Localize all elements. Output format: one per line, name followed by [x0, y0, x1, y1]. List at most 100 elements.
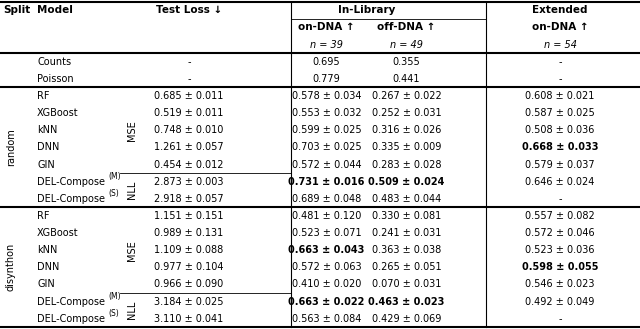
Text: DEL-Compose: DEL-Compose	[37, 314, 105, 324]
Text: 0.454 ± 0.012: 0.454 ± 0.012	[154, 160, 223, 169]
Text: In-Library: In-Library	[338, 5, 395, 15]
Text: -: -	[187, 57, 191, 67]
Text: Counts: Counts	[37, 57, 71, 67]
Text: 0.335 ± 0.009: 0.335 ± 0.009	[372, 142, 441, 152]
Text: MSE: MSE	[127, 240, 138, 261]
Text: 0.695: 0.695	[312, 57, 340, 67]
Text: 0.779: 0.779	[312, 74, 340, 84]
Text: DEL-Compose: DEL-Compose	[37, 297, 105, 307]
Text: NLL: NLL	[127, 181, 138, 199]
Text: 0.441: 0.441	[393, 74, 420, 84]
Text: 0.689 ± 0.048: 0.689 ± 0.048	[292, 194, 361, 204]
Text: 0.546 ± 0.023: 0.546 ± 0.023	[525, 280, 595, 290]
Text: (M): (M)	[109, 292, 122, 301]
Text: 0.241 ± 0.031: 0.241 ± 0.031	[372, 228, 441, 238]
Text: 0.646 ± 0.024: 0.646 ± 0.024	[525, 177, 595, 187]
Text: 0.267 ± 0.022: 0.267 ± 0.022	[372, 91, 441, 101]
Text: Extended: Extended	[532, 5, 588, 15]
Text: 0.410 ± 0.020: 0.410 ± 0.020	[292, 280, 361, 290]
Text: 0.563 ± 0.084: 0.563 ± 0.084	[292, 314, 361, 324]
Text: 0.463 ± 0.023: 0.463 ± 0.023	[368, 297, 445, 307]
Text: off-DNA ↑: off-DNA ↑	[377, 22, 436, 32]
Text: n = 54: n = 54	[543, 39, 577, 49]
Text: 0.599 ± 0.025: 0.599 ± 0.025	[292, 125, 361, 135]
Text: 0.557 ± 0.082: 0.557 ± 0.082	[525, 211, 595, 221]
Text: 0.508 ± 0.036: 0.508 ± 0.036	[525, 125, 595, 135]
Text: 0.663 ± 0.043: 0.663 ± 0.043	[288, 245, 365, 255]
Text: 0.685 ± 0.011: 0.685 ± 0.011	[154, 91, 223, 101]
Text: 0.355: 0.355	[392, 57, 420, 67]
Text: n = 39: n = 39	[310, 39, 343, 49]
Text: 0.703 ± 0.025: 0.703 ± 0.025	[292, 142, 361, 152]
Text: random: random	[6, 129, 16, 166]
Text: kNN: kNN	[37, 125, 58, 135]
Text: on-DNA ↑: on-DNA ↑	[298, 22, 355, 32]
Text: 0.483 ± 0.044: 0.483 ± 0.044	[372, 194, 441, 204]
Text: disynthon: disynthon	[6, 243, 16, 291]
Text: 0.330 ± 0.081: 0.330 ± 0.081	[372, 211, 441, 221]
Text: 0.579 ± 0.037: 0.579 ± 0.037	[525, 160, 595, 169]
Text: DNN: DNN	[37, 142, 60, 152]
Text: 0.523 ± 0.071: 0.523 ± 0.071	[292, 228, 361, 238]
Text: 0.252 ± 0.031: 0.252 ± 0.031	[372, 108, 441, 118]
Text: 3.110 ± 0.041: 3.110 ± 0.041	[154, 314, 223, 324]
Text: DNN: DNN	[37, 262, 60, 272]
Text: -: -	[558, 314, 562, 324]
Text: 0.070 ± 0.031: 0.070 ± 0.031	[372, 280, 441, 290]
Text: XGBoost: XGBoost	[37, 228, 79, 238]
Text: 0.572 ± 0.046: 0.572 ± 0.046	[525, 228, 595, 238]
Text: 0.363 ± 0.038: 0.363 ± 0.038	[372, 245, 441, 255]
Text: DEL-Compose: DEL-Compose	[37, 194, 105, 204]
Text: (M): (M)	[109, 172, 122, 181]
Text: RF: RF	[37, 211, 50, 221]
Text: 0.608 ± 0.021: 0.608 ± 0.021	[525, 91, 595, 101]
Text: 0.572 ± 0.063: 0.572 ± 0.063	[292, 262, 361, 272]
Text: 0.663 ± 0.022: 0.663 ± 0.022	[288, 297, 365, 307]
Text: 0.283 ± 0.028: 0.283 ± 0.028	[372, 160, 441, 169]
Text: kNN: kNN	[37, 245, 58, 255]
Text: 0.977 ± 0.104: 0.977 ± 0.104	[154, 262, 223, 272]
Text: 0.966 ± 0.090: 0.966 ± 0.090	[154, 280, 223, 290]
Text: 3.184 ± 0.025: 3.184 ± 0.025	[154, 297, 223, 307]
Text: 0.668 ± 0.033: 0.668 ± 0.033	[522, 142, 598, 152]
Text: 0.519 ± 0.011: 0.519 ± 0.011	[154, 108, 223, 118]
Text: XGBoost: XGBoost	[37, 108, 79, 118]
Text: 2.918 ± 0.057: 2.918 ± 0.057	[154, 194, 223, 204]
Text: (S): (S)	[109, 190, 120, 198]
Text: -: -	[187, 74, 191, 84]
Text: -: -	[558, 57, 562, 67]
Text: 0.553 ± 0.032: 0.553 ± 0.032	[292, 108, 361, 118]
Text: MSE: MSE	[127, 120, 138, 140]
Text: 0.265 ± 0.051: 0.265 ± 0.051	[372, 262, 441, 272]
Text: 0.731 ± 0.016: 0.731 ± 0.016	[288, 177, 365, 187]
Text: 1.151 ± 0.151: 1.151 ± 0.151	[154, 211, 223, 221]
Text: 1.109 ± 0.088: 1.109 ± 0.088	[154, 245, 223, 255]
Text: RF: RF	[37, 91, 50, 101]
Text: 1.261 ± 0.057: 1.261 ± 0.057	[154, 142, 223, 152]
Text: DEL-Compose: DEL-Compose	[37, 177, 105, 187]
Text: GIN: GIN	[37, 280, 55, 290]
Text: 0.587 ± 0.025: 0.587 ± 0.025	[525, 108, 595, 118]
Text: 0.481 ± 0.120: 0.481 ± 0.120	[292, 211, 361, 221]
Text: 0.598 ± 0.055: 0.598 ± 0.055	[522, 262, 598, 272]
Text: 0.509 ± 0.024: 0.509 ± 0.024	[368, 177, 445, 187]
Text: 0.429 ± 0.069: 0.429 ± 0.069	[372, 314, 441, 324]
Text: 0.572 ± 0.044: 0.572 ± 0.044	[292, 160, 361, 169]
Text: 0.492 ± 0.049: 0.492 ± 0.049	[525, 297, 595, 307]
Text: 0.748 ± 0.010: 0.748 ± 0.010	[154, 125, 223, 135]
Text: -: -	[558, 194, 562, 204]
Text: Test Loss ↓: Test Loss ↓	[156, 5, 222, 15]
Text: Model: Model	[37, 5, 73, 15]
Text: 0.989 ± 0.131: 0.989 ± 0.131	[154, 228, 223, 238]
Text: on-DNA ↑: on-DNA ↑	[532, 22, 588, 32]
Text: Poisson: Poisson	[37, 74, 74, 84]
Text: n = 49: n = 49	[390, 39, 423, 49]
Text: Split: Split	[3, 5, 31, 15]
Text: 2.873 ± 0.003: 2.873 ± 0.003	[154, 177, 223, 187]
Text: GIN: GIN	[37, 160, 55, 169]
Text: 0.578 ± 0.034: 0.578 ± 0.034	[292, 91, 361, 101]
Text: NLL: NLL	[127, 301, 138, 319]
Text: 0.316 ± 0.026: 0.316 ± 0.026	[372, 125, 441, 135]
Text: (S): (S)	[109, 310, 120, 318]
Text: -: -	[558, 74, 562, 84]
